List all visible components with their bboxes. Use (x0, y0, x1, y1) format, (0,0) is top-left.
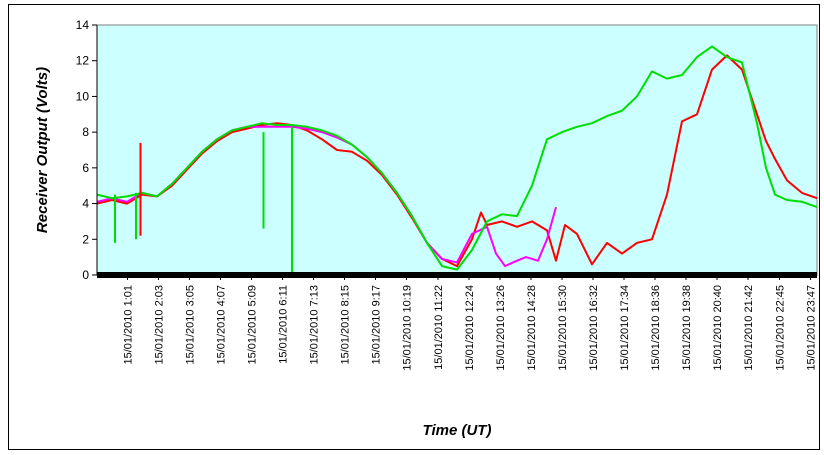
chart-frame: 0 2 4 6 8 10 12 14 15/01/2010 1:01 15/01/2010 2:… (8, 4, 820, 450)
x-tick-label: 15/01/2010 14:28 (526, 285, 538, 371)
y-tick-label: 4 (82, 197, 89, 211)
x-tick-label: 15/01/2010 11:22 (433, 285, 445, 370)
y-tick-label: 8 (82, 125, 89, 139)
y-tick-label: 14 (76, 18, 90, 32)
y-tick-label: 2 (82, 232, 89, 246)
x-tick-label: 15/01/2010 17:34 (619, 285, 631, 371)
x-tick-label: 15/01/2010 18:36 (650, 285, 662, 371)
x-tick-label: 15/01/2010 10:19 (402, 285, 414, 371)
x-tick-label: 15/01/2010 16:32 (588, 285, 600, 371)
x-tick-label: 15/01/2010 3:05 (184, 285, 196, 365)
x-tick-label: 15/01/2010 23:47 (805, 285, 817, 371)
y-tick-label: 6 (82, 161, 89, 175)
y-axis-ticks: 0 2 4 6 8 10 12 14 (76, 18, 97, 282)
x-tick-label: 15/01/2010 1:01 (123, 285, 135, 365)
line-chart: 0 2 4 6 8 10 12 14 15/01/2010 1:01 15/01/2010 2:… (34, 18, 818, 439)
x-tick-label: 15/01/2010 20:40 (712, 285, 724, 371)
x-tick-label: 15/01/2010 8:15 (340, 285, 352, 365)
y-tick-label: 0 (82, 268, 89, 282)
series-line-3 (96, 45, 818, 271)
x-tick-label: 15/01/2010 13:26 (495, 285, 507, 371)
x-tick-label: 15/01/2010 4:07 (216, 285, 228, 365)
x-axis-ticks: 15/01/2010 1:01 15/01/2010 2:03 15/01/2010… (123, 275, 817, 371)
x-tick-label: 15/01/2010 6:11 (277, 285, 289, 364)
y-axis-title: Receiver Output (Volts) (34, 67, 51, 233)
x-tick-label: 15/01/2010 21:42 (743, 285, 755, 371)
y-tick-label: 10 (76, 89, 90, 103)
x-tick-label: 15/01/2010 9:17 (370, 285, 382, 365)
series-group (96, 45, 818, 274)
x-tick-label: 15/01/2010 2:03 (154, 285, 166, 365)
x-axis-title: Time (UT) (423, 422, 492, 439)
x-tick-label: 15/01/2010 7:13 (309, 285, 321, 365)
x-tick-label: 15/01/2010 22:45 (775, 285, 787, 371)
x-tick-label: 15/01/2010 12:24 (464, 285, 476, 371)
y-tick-label: 12 (76, 54, 90, 68)
series-line-1 (96, 54, 818, 268)
x-tick-label: 15/01/2010 19:38 (681, 285, 693, 371)
x-tick-label: 15/01/2010 5:09 (247, 285, 259, 365)
x-tick-label: 15/01/2010 15:30 (557, 285, 569, 371)
plot-area (96, 24, 818, 276)
